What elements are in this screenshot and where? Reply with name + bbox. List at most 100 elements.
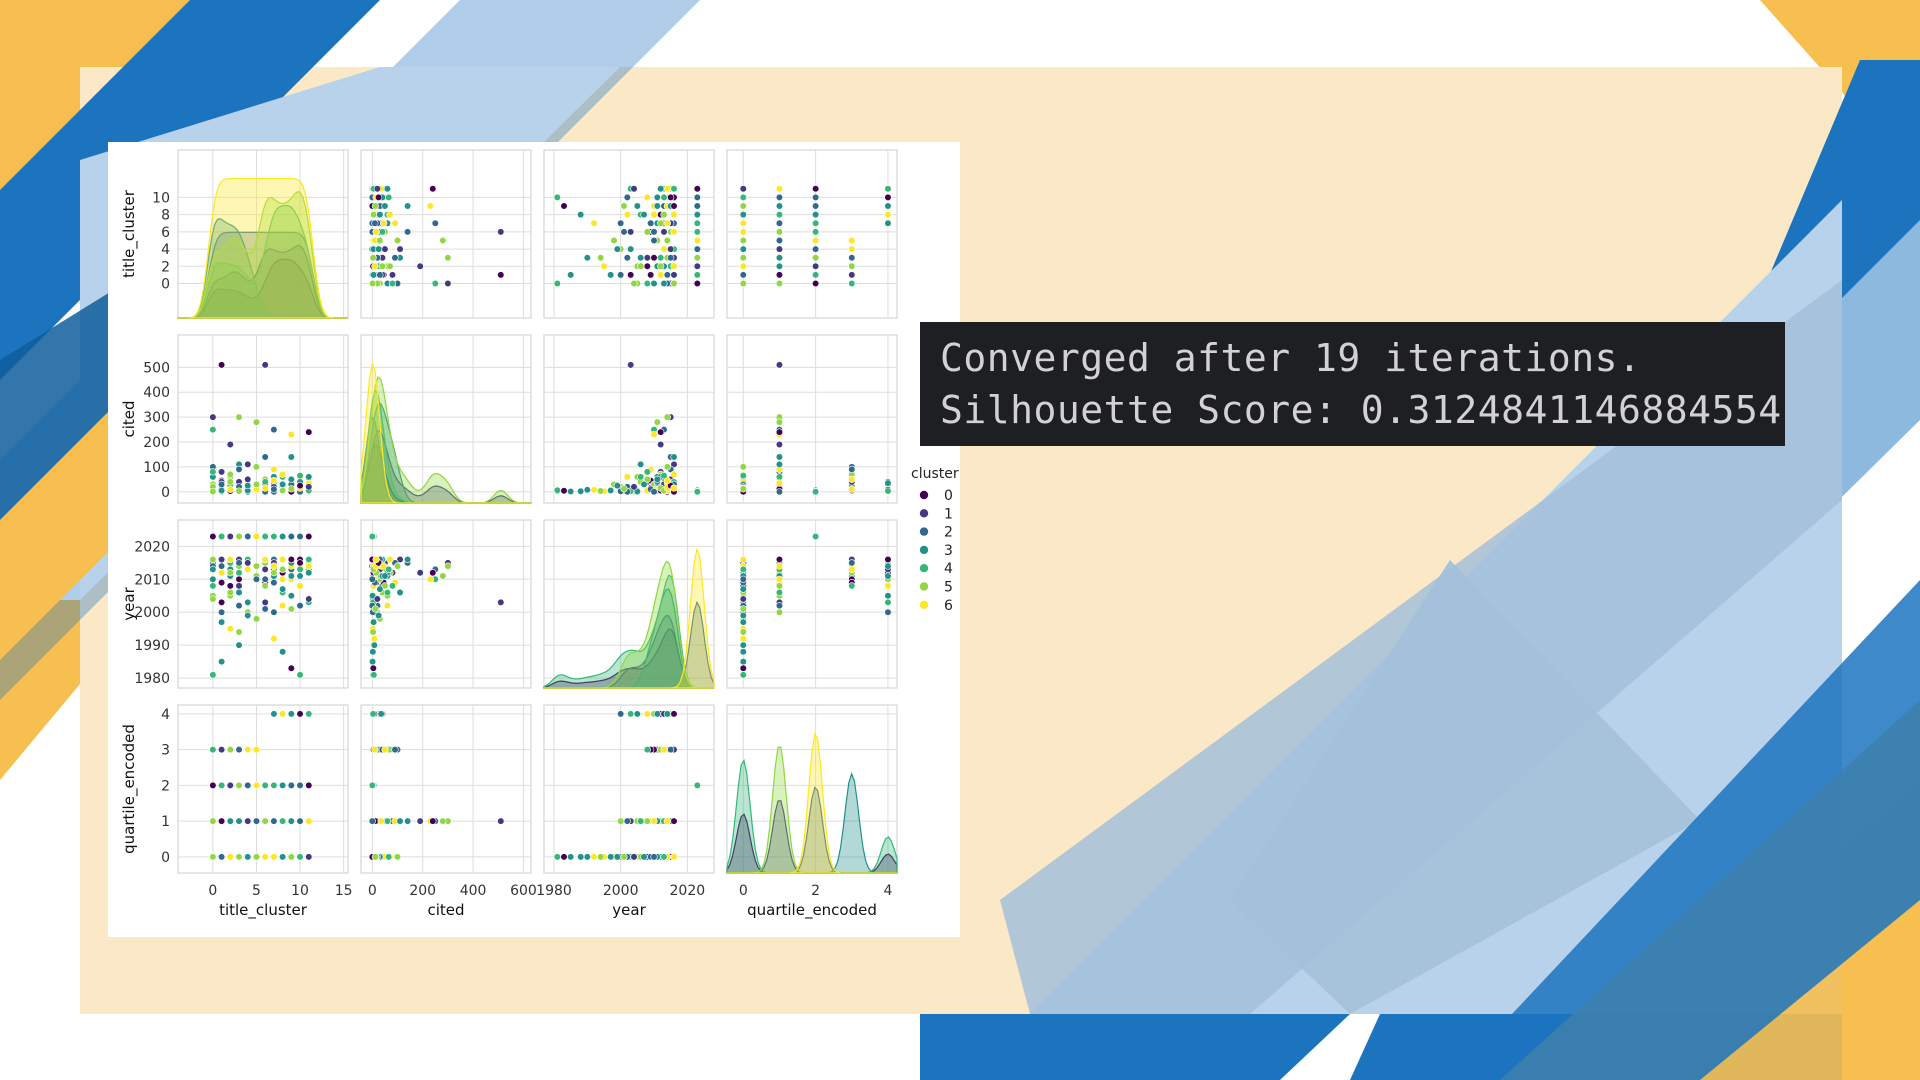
- point-0-1-121: [383, 185, 392, 193]
- point-1-0-79: [244, 481, 252, 490]
- point-2-1-48: [388, 582, 397, 590]
- point-2-1-70: [393, 562, 402, 570]
- point-1-2-67: [560, 487, 568, 495]
- point-2-0-3: [235, 532, 243, 541]
- point-2-1-59: [368, 658, 377, 666]
- point-3-0-114: [296, 817, 304, 825]
- point-2-0-57: [209, 575, 217, 583]
- point-2-0-127: [261, 575, 269, 583]
- point-2-1-67: [369, 664, 377, 672]
- point-0-2-131: [660, 193, 668, 201]
- point-1-2-27: [650, 430, 658, 439]
- point-1-2-65: [590, 486, 598, 494]
- point-1-3-131: [739, 472, 747, 480]
- point-0-1-73: [369, 271, 378, 279]
- xtick-cited-1: 200: [409, 883, 436, 899]
- point-0-2-8: [693, 185, 701, 193]
- point-0-3-98: [884, 185, 892, 193]
- point-3-0-7: [287, 781, 295, 790]
- point-3-0-35: [235, 817, 243, 825]
- point-3-0-5: [252, 781, 261, 790]
- point-1-2-133: [670, 484, 678, 492]
- point-1-0-63: [252, 480, 261, 488]
- kde-quartile_encoded-cluster-6: [727, 731, 897, 874]
- point-2-1-35: [396, 588, 404, 597]
- point-3-0-133: [261, 853, 269, 861]
- point-1-0-29: [305, 428, 313, 436]
- ytick-year-3: 2010: [134, 572, 170, 588]
- point-3-2-65: [590, 853, 598, 861]
- point-2-0-10: [279, 532, 287, 541]
- point-2-0-8: [305, 532, 313, 541]
- point-3-0-107: [261, 817, 269, 825]
- point-3-1-35: [396, 817, 404, 825]
- ytick-title_cluster-4: 8: [161, 208, 170, 224]
- point-2-1-134: [371, 605, 379, 613]
- point-1-2-68: [553, 486, 561, 494]
- kde-cited-cluster-6: [360, 361, 531, 504]
- point-3-0-97: [296, 710, 304, 718]
- point-0-1-71: [378, 262, 387, 270]
- point-0-2-2: [693, 262, 701, 270]
- point-1-0-23: [270, 465, 278, 474]
- point-2-0-131: [296, 565, 304, 574]
- point-1-2-127: [650, 488, 658, 496]
- point-3-1-99: [377, 710, 385, 718]
- point-2-1-73: [369, 618, 378, 626]
- point-1-0-70: [252, 463, 261, 471]
- point-0-2-1: [693, 271, 701, 279]
- point-1-2-80: [597, 487, 605, 495]
- point-2-1-16: [416, 569, 424, 577]
- point-1-0-14: [217, 468, 226, 476]
- point-2-0-96: [287, 592, 295, 600]
- point-0-2-55: [600, 262, 608, 270]
- point-0-3-110: [775, 202, 784, 210]
- point-2-0-11: [261, 532, 269, 541]
- point-2-0-80: [235, 628, 243, 636]
- legend-marker-2: [919, 527, 929, 536]
- point-0-3-50: [848, 262, 856, 270]
- point-3-0-99: [270, 710, 278, 718]
- legend-marker-1: [919, 509, 929, 518]
- point-3-0-4: [244, 781, 252, 790]
- point-3-1-70: [393, 853, 402, 861]
- point-2-0-125: [296, 559, 304, 567]
- point-1-0-30: [217, 361, 226, 369]
- point-0-3-0: [812, 279, 820, 288]
- point-2-3-134: [739, 605, 747, 613]
- point-3-1-29: [429, 817, 437, 825]
- point-1-3-11: [812, 488, 820, 496]
- point-0-1-70: [393, 236, 402, 245]
- ylabel-year: year: [120, 586, 138, 620]
- point-2-0-66: [279, 648, 287, 656]
- point-0-1-129: [376, 211, 384, 219]
- cell-0-3: [726, 149, 898, 319]
- point-1-0-13: [209, 425, 217, 434]
- pairplot-panel: 0 2 4 6 8 10 title_cluster 0 100 200 300 400 500 cite…: [108, 142, 960, 937]
- point-3-2-98: [627, 710, 635, 718]
- point-3-0-51: [235, 746, 243, 754]
- point-3-0-9: [296, 781, 304, 790]
- point-1-3-26: [775, 453, 784, 461]
- point-2-0-133: [261, 555, 269, 564]
- point-0-3-79: [739, 245, 747, 253]
- point-2-0-130: [287, 555, 295, 564]
- point-1-2-59: [567, 487, 575, 496]
- point-3-1-131: [385, 853, 393, 861]
- point-2-1-11: [368, 532, 376, 541]
- point-3-0-49: [217, 746, 226, 754]
- point-3-2-107: [643, 817, 651, 825]
- point-0-3-20: [775, 245, 784, 253]
- point-0-2-81: [630, 279, 638, 288]
- point-0-2-96: [633, 202, 641, 210]
- point-2-0-70: [252, 562, 261, 570]
- point-2-0-109: [279, 575, 287, 583]
- point-2-0-34: [252, 575, 261, 583]
- point-3-1-134: [371, 853, 379, 861]
- point-0-3-129: [739, 211, 747, 219]
- point-1-2-66: [577, 487, 585, 495]
- point-1-0-124: [287, 475, 295, 483]
- point-2-0-7: [287, 532, 295, 541]
- point-3-0-6: [270, 781, 278, 790]
- point-0-2-62: [553, 279, 561, 288]
